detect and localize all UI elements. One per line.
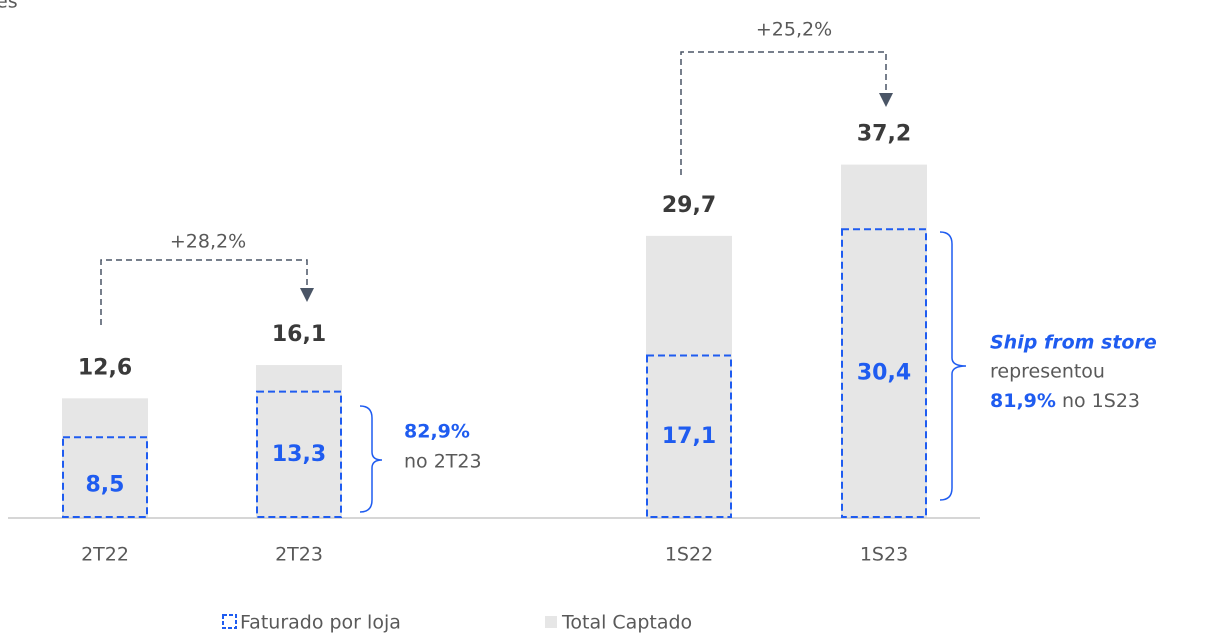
total-bar <box>646 235 732 518</box>
total-label: 29,7 <box>662 193 716 218</box>
growth-label: +25,2% <box>756 19 832 41</box>
x-tick-label: 1S23 <box>860 544 908 566</box>
faturado-bar <box>841 228 927 518</box>
callout-text: no 2T23 <box>404 451 482 473</box>
faturado-label: 17,1 <box>662 424 716 449</box>
callout-text: representou <box>990 361 1105 383</box>
total-label: 37,2 <box>857 122 911 147</box>
x-tick-label: 2T23 <box>275 544 323 566</box>
legend-swatch <box>222 614 237 629</box>
callout-value: 81,9% <box>990 390 1056 412</box>
total-bar <box>62 398 148 518</box>
faturado-label: 13,3 <box>272 442 326 467</box>
faturado-bar <box>256 390 342 518</box>
growth-label: +28,2% <box>170 231 246 253</box>
faturado-label: 8,5 <box>86 473 125 498</box>
brace <box>939 231 967 501</box>
growth-connectors <box>100 51 887 325</box>
legend-swatch <box>545 616 557 628</box>
x-tick-label: 2T22 <box>81 544 129 566</box>
total-label: 12,6 <box>78 355 132 380</box>
total-bar <box>256 365 342 518</box>
arrow-heads <box>300 93 893 302</box>
total-bar <box>841 164 927 518</box>
faturado-bar <box>62 436 148 518</box>
faturado-bar <box>646 354 732 518</box>
callout-suffix: no 1S23 <box>1062 390 1140 412</box>
callout-line: 81,9% no 1S23 <box>990 390 1140 412</box>
legend-label: Total Captado <box>561 612 692 634</box>
brace <box>359 405 383 513</box>
callout-value: 82,9% <box>404 421 470 443</box>
legend-label: Faturado por loja <box>240 612 401 634</box>
x-tick-label: 1S22 <box>665 544 713 566</box>
total-label: 16,1 <box>272 322 326 347</box>
chart-title: es <box>0 0 18 13</box>
callout-heading: Ship from store <box>990 332 1157 354</box>
faturado-label: 30,4 <box>857 361 911 386</box>
